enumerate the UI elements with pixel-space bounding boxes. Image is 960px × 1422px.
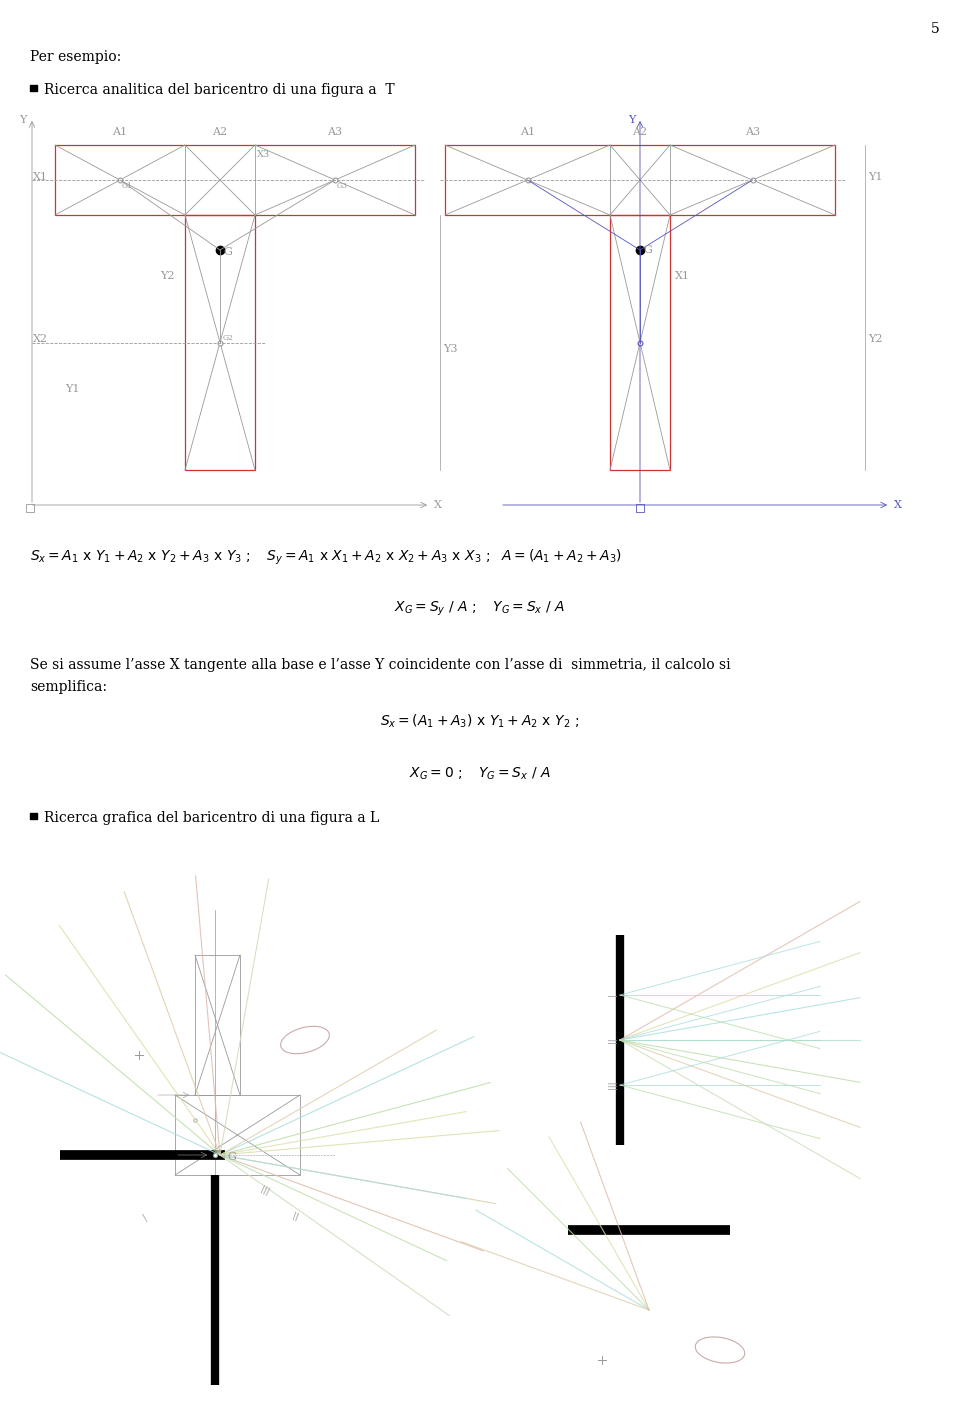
Bar [55,145,415,215]
Text: |: | [608,994,616,997]
Text: 5: 5 [930,21,940,36]
Text: X1: X1 [33,172,48,182]
Text: |: | [141,1213,149,1221]
Bar [636,503,644,512]
Text: G: G [643,245,652,255]
Text: A3: A3 [745,127,760,137]
Bar [185,215,255,471]
Bar [445,145,835,215]
Text: Y1: Y1 [868,172,882,182]
Text: |||: ||| [608,1081,616,1089]
Text: Y2: Y2 [160,270,175,280]
Text: X: X [894,501,901,510]
Text: G: G [227,1152,236,1162]
Text: Ricerca grafica del baricentro di una figura a L: Ricerca grafica del baricentro di una fi… [44,811,379,825]
Text: A2: A2 [633,127,648,137]
Text: A1: A1 [112,127,128,137]
Text: X2: X2 [33,334,48,344]
Text: X3: X3 [257,149,271,159]
Text: Y: Y [629,115,636,125]
Text: G3: G3 [337,182,348,191]
Text: Y1: Y1 [65,384,80,394]
Bar [195,956,240,1095]
Text: $X_G = S_y\ /\ A\ ;\ \ \ Y_G = S_x\ /\ A$: $X_G = S_y\ /\ A\ ;\ \ \ Y_G = S_x\ /\ A… [395,600,565,619]
Text: ||: || [291,1212,300,1221]
Text: Y3: Y3 [443,344,458,354]
Text: $S_x = (A_1 + A_3)\ \mathrm{x}\ Y_1 + A_2\ \mathrm{x}\ Y_2\ ;$: $S_x = (A_1 + A_3)\ \mathrm{x}\ Y_1 + A_… [380,712,580,731]
Text: Per esempio:: Per esempio: [30,50,121,64]
Text: $S_x = A_1\ \mathrm{x}\ Y_1 + A_2\ \mathrm{x}\ Y_2 + A_3\ \mathrm{x}\ Y_3\ ;$$\q: $S_x = A_1\ \mathrm{x}\ Y_1 + A_2\ \math… [30,547,622,567]
Bar [26,503,34,512]
Text: A1: A1 [520,127,535,137]
Text: G2: G2 [223,334,234,341]
Text: X: X [434,501,442,510]
Bar [610,215,670,471]
Text: semplifica:: semplifica: [30,680,107,694]
Text: Y2: Y2 [868,334,882,344]
Text: Ricerca analitica del baricentro di una figura a  T: Ricerca analitica del baricentro di una … [44,82,395,97]
Text: G: G [223,247,232,257]
Bar [175,1095,300,1175]
Text: ||: || [608,1037,616,1042]
Text: |||: ||| [259,1185,271,1197]
Text: A2: A2 [212,127,228,137]
Text: X1: X1 [675,270,690,280]
Text: Y: Y [19,115,27,125]
Text: $X_G = 0\ ;\ \ \ Y_G = S_x\ /\ A$: $X_G = 0\ ;\ \ \ Y_G = S_x\ /\ A$ [409,766,551,782]
Text: A3: A3 [327,127,343,137]
Text: G1: G1 [122,182,132,191]
Text: Se si assume l’asse X tangente alla base e l’asse Y coincidente con l’asse di  s: Se si assume l’asse X tangente alla base… [30,658,731,673]
